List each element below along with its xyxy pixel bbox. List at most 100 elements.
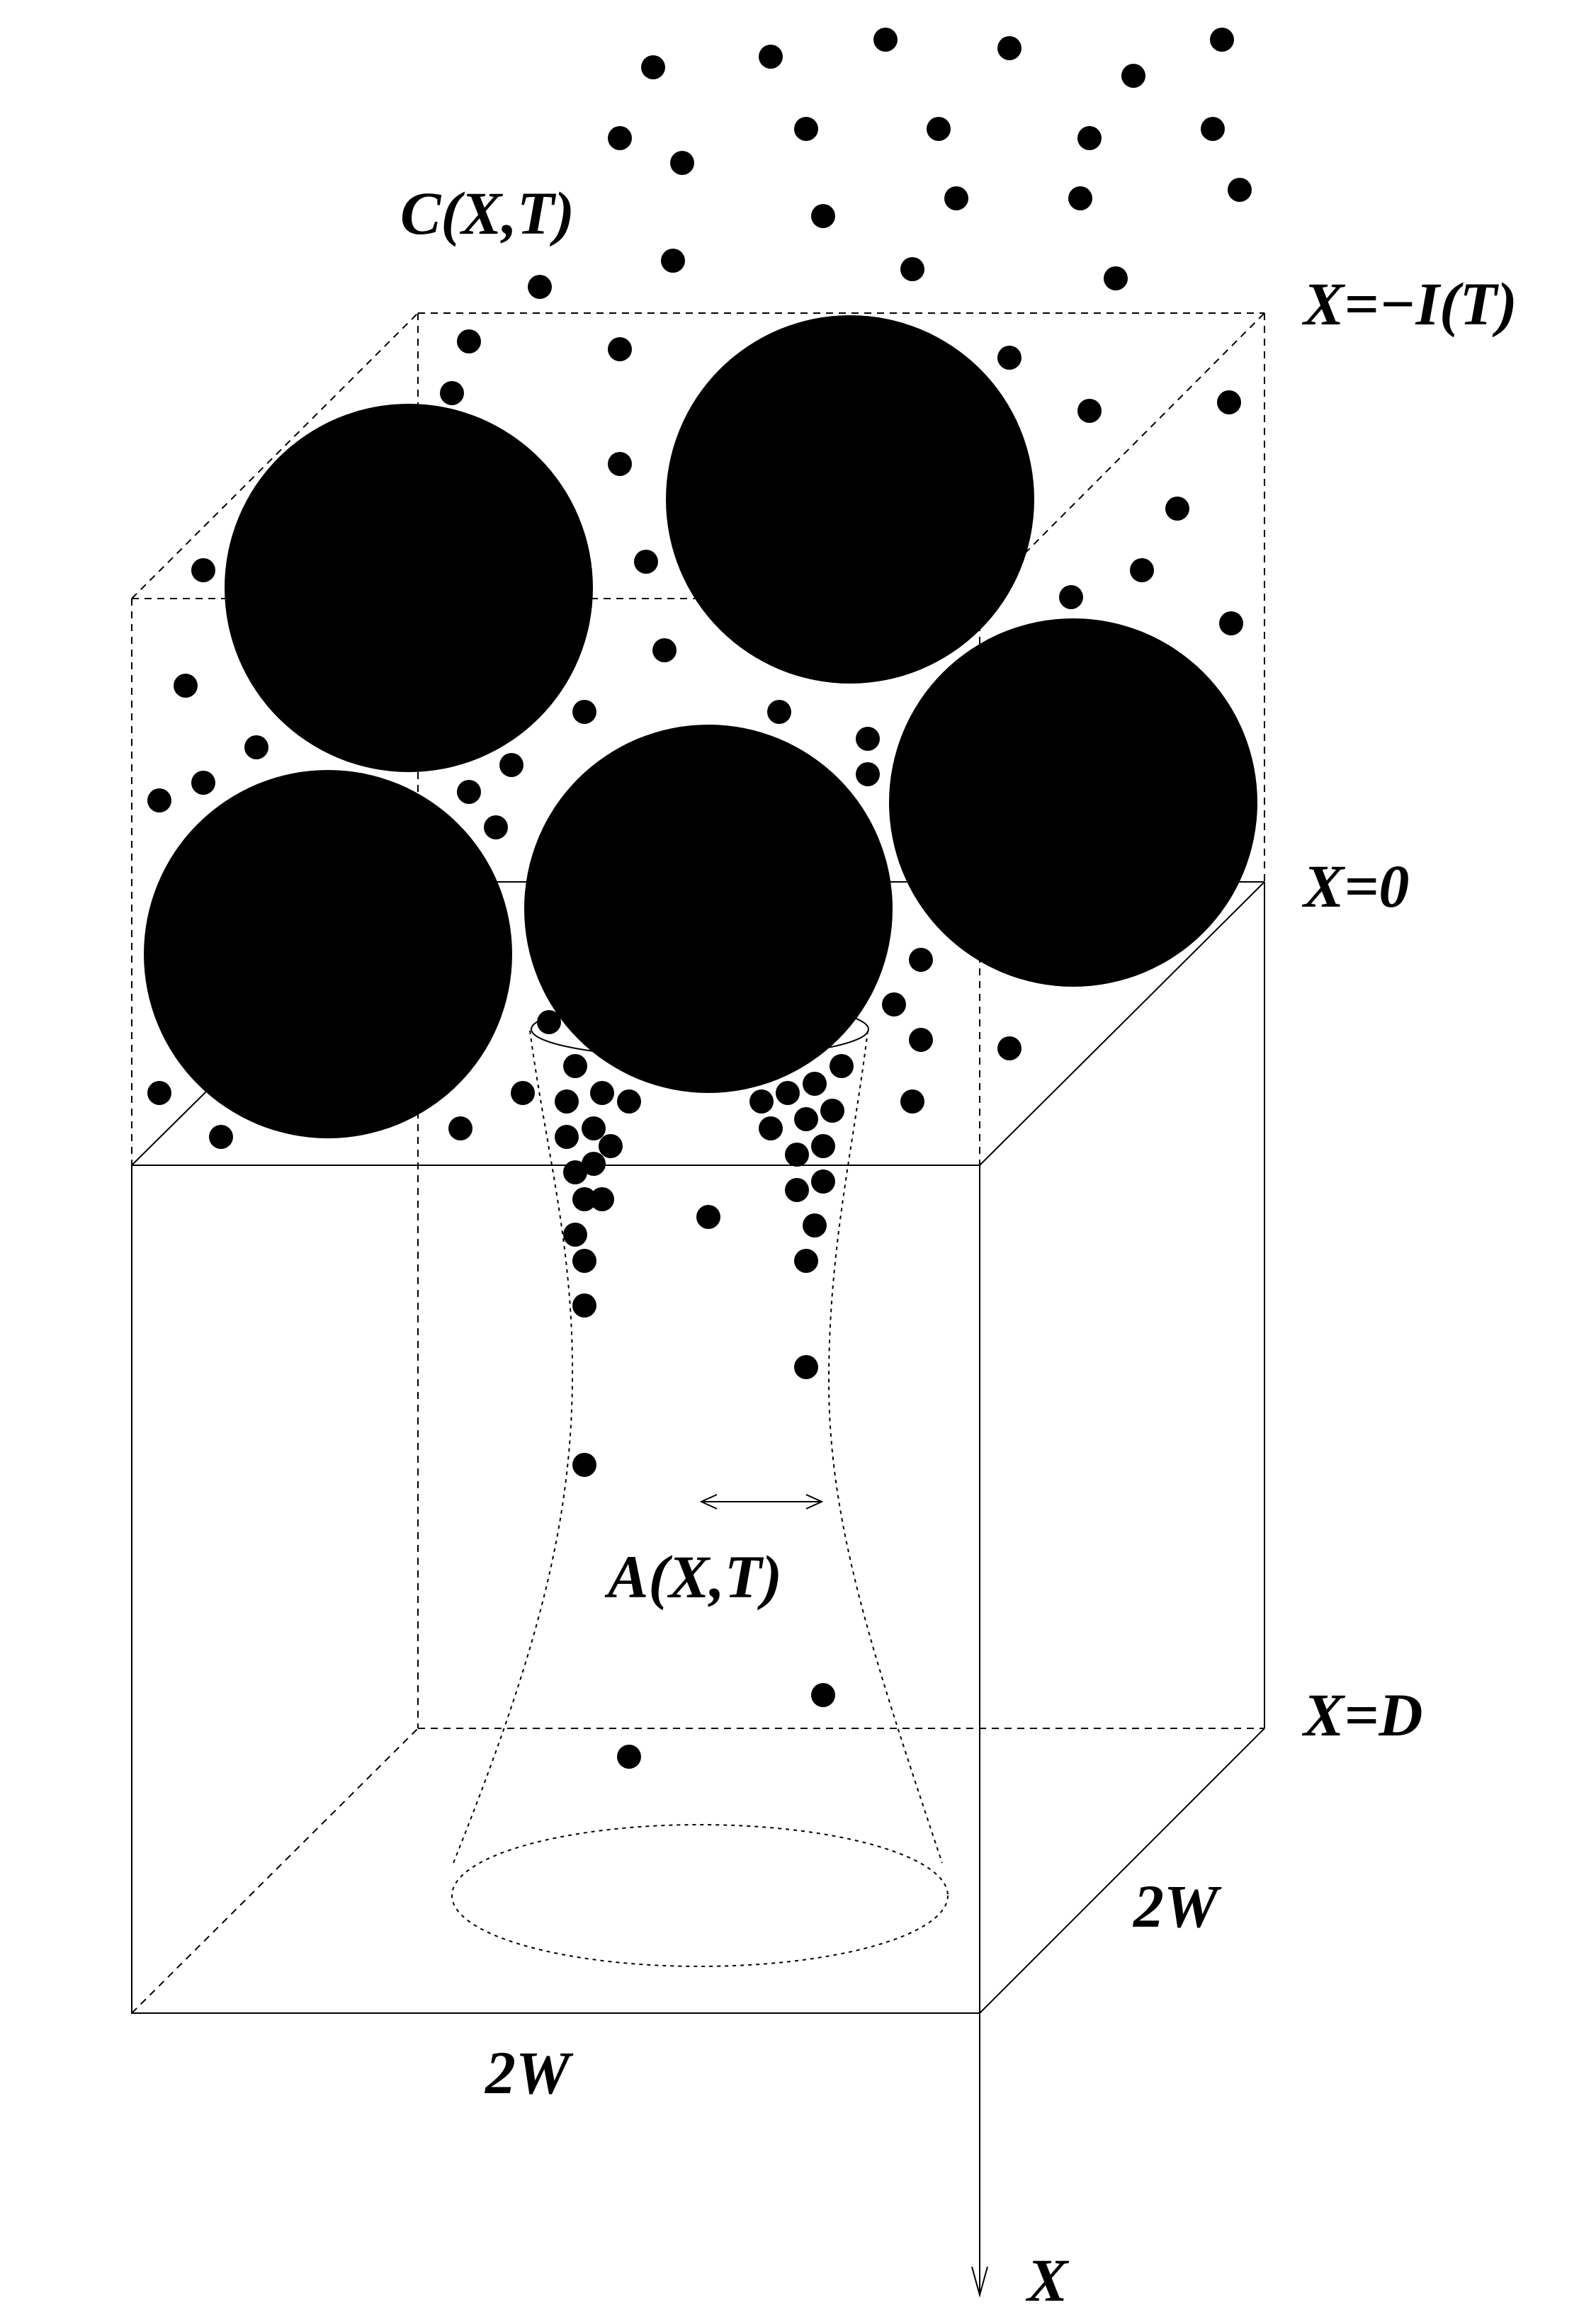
particle <box>528 275 552 299</box>
particle <box>856 727 880 751</box>
particle <box>555 1125 579 1149</box>
particle <box>830 1054 854 1078</box>
particle <box>803 1213 827 1237</box>
particle <box>244 735 268 759</box>
particle <box>563 1223 587 1247</box>
bottom-boundary-label: X=D <box>1301 1681 1422 1749</box>
particle <box>457 329 481 353</box>
particle <box>1165 497 1189 521</box>
particle <box>572 700 596 724</box>
particle <box>608 337 632 361</box>
particle <box>759 45 783 69</box>
particle <box>537 1010 561 1034</box>
particle <box>582 1116 606 1140</box>
particle <box>448 1116 472 1140</box>
particle <box>909 1028 933 1052</box>
particle <box>997 346 1021 370</box>
particle <box>927 117 951 141</box>
particle <box>811 1169 835 1194</box>
width-side-label: 2W <box>1132 1872 1222 1940</box>
particle <box>652 638 677 662</box>
particle <box>599 1134 623 1158</box>
axis-label: X <box>1025 2246 1070 2314</box>
particle <box>572 1453 596 1477</box>
particle <box>191 771 215 795</box>
particle <box>1077 126 1102 150</box>
particle <box>582 1152 606 1176</box>
particle <box>1201 117 1225 141</box>
particle <box>882 992 906 1016</box>
particle <box>555 1089 579 1114</box>
particle <box>803 1072 827 1096</box>
particle <box>1077 399 1102 423</box>
width-front-label: 2W <box>484 2039 574 2107</box>
particle <box>944 186 968 210</box>
particle <box>811 204 835 228</box>
particle <box>572 1249 596 1273</box>
particle <box>794 1107 818 1131</box>
particle <box>670 151 694 175</box>
particle <box>590 1187 614 1211</box>
particle <box>794 1355 818 1379</box>
particle <box>900 1089 924 1114</box>
particle <box>1217 390 1241 414</box>
particle <box>811 1134 835 1158</box>
particle <box>776 1081 800 1105</box>
particle <box>147 1081 171 1105</box>
particle <box>1104 266 1128 290</box>
particle <box>563 1160 587 1184</box>
particle <box>191 558 215 582</box>
particle <box>174 674 198 698</box>
particle <box>563 1054 587 1078</box>
particle <box>794 117 818 141</box>
surface-label: X=0 <box>1301 852 1409 920</box>
particle <box>661 249 685 273</box>
particle <box>785 1143 809 1167</box>
aggregate-sphere <box>225 404 593 772</box>
particle <box>209 1125 233 1149</box>
funnel-outline <box>451 1030 949 1967</box>
particle <box>608 126 632 150</box>
particle <box>1059 585 1083 609</box>
width-arrow <box>699 1494 824 1509</box>
particles <box>147 28 1252 1769</box>
particle <box>484 815 508 839</box>
particle <box>820 1099 844 1123</box>
particle <box>997 36 1021 60</box>
particle <box>1130 558 1154 582</box>
particle <box>457 780 481 804</box>
particle <box>1121 64 1145 88</box>
particle <box>641 55 665 79</box>
area-label: A(X,T) <box>604 1543 782 1611</box>
particle <box>900 257 924 281</box>
particle <box>794 1249 818 1273</box>
particle <box>759 1116 783 1140</box>
aggregate-sphere <box>524 725 893 1093</box>
aggregate-sphere <box>144 770 512 1138</box>
top-boundary-label: X=−I(T) <box>1301 270 1517 338</box>
particle <box>1219 611 1243 635</box>
aggregate-sphere <box>889 618 1257 987</box>
particle <box>608 452 632 476</box>
particle <box>997 1036 1021 1060</box>
x-axis <box>971 2013 988 2298</box>
particle <box>147 788 171 812</box>
particle <box>1210 28 1234 52</box>
particle <box>572 1187 596 1211</box>
particle <box>856 762 880 786</box>
particle <box>440 381 464 405</box>
particle <box>1068 186 1092 210</box>
particle <box>909 948 933 972</box>
particle <box>634 550 658 574</box>
particle <box>617 1089 641 1114</box>
particle <box>696 1205 720 1229</box>
aggregate-sphere <box>666 315 1034 684</box>
aggregate-spheres <box>144 315 1257 1138</box>
particle <box>1228 178 1252 202</box>
particle <box>617 1745 641 1769</box>
particle <box>811 1683 835 1707</box>
particle <box>499 753 523 777</box>
particle <box>873 28 898 52</box>
particle <box>590 1081 614 1105</box>
